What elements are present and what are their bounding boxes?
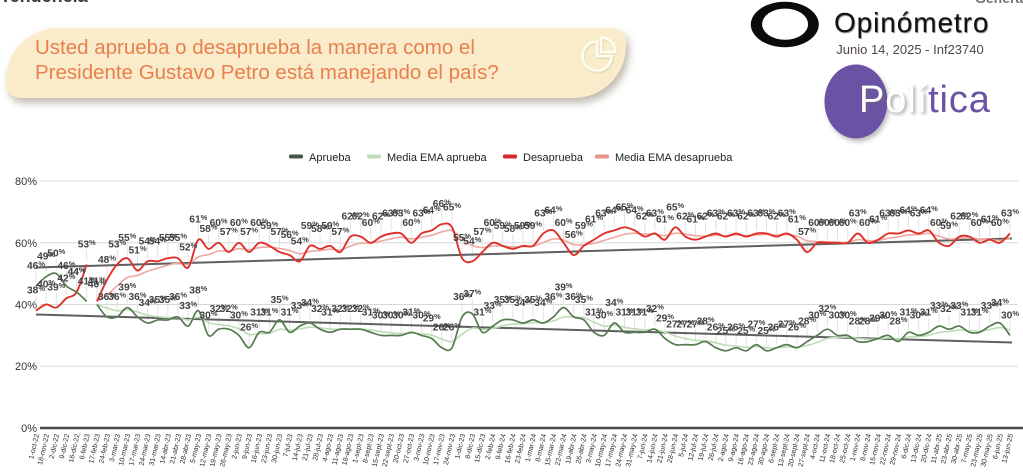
svg-text:30%: 30% — [1001, 309, 1019, 322]
svg-text:Aprueba: Aprueba — [309, 152, 351, 164]
svg-text:50%: 50% — [47, 247, 65, 260]
svg-text:31%: 31% — [260, 306, 278, 319]
svg-text:38%: 38% — [189, 284, 207, 297]
svg-text:63%: 63% — [1001, 207, 1019, 220]
svg-text:80%: 80% — [15, 176, 37, 188]
svg-text:61%: 61% — [788, 213, 806, 226]
svg-text:48%: 48% — [98, 253, 116, 266]
svg-text:60%: 60% — [555, 216, 573, 229]
svg-text:59%: 59% — [524, 219, 542, 232]
svg-text:57%: 57% — [331, 226, 349, 239]
svg-text:Desaprueba: Desaprueba — [523, 152, 584, 164]
svg-text:30%: 30% — [595, 309, 613, 322]
svg-text:0%: 0% — [21, 423, 37, 435]
svg-text:65%: 65% — [443, 201, 461, 214]
svg-text:53%: 53% — [78, 238, 96, 251]
svg-text:64%: 64% — [920, 204, 938, 217]
svg-text:Media EMA aprueba: Media EMA aprueba — [387, 152, 488, 164]
svg-text:33%: 33% — [179, 300, 197, 313]
svg-text:54%: 54% — [291, 235, 309, 248]
svg-text:60%: 60% — [15, 238, 37, 250]
svg-text:20%: 20% — [15, 361, 37, 373]
svg-text:64%: 64% — [544, 204, 562, 217]
svg-text:26%: 26% — [240, 321, 258, 334]
svg-text:40%: 40% — [15, 300, 37, 312]
svg-text:Media EMA desaprueba: Media EMA desaprueba — [615, 152, 733, 164]
svg-text:37%: 37% — [463, 287, 481, 300]
svg-text:26%: 26% — [443, 321, 461, 334]
svg-text:34%: 34% — [991, 297, 1009, 310]
svg-text:61%: 61% — [656, 213, 674, 226]
